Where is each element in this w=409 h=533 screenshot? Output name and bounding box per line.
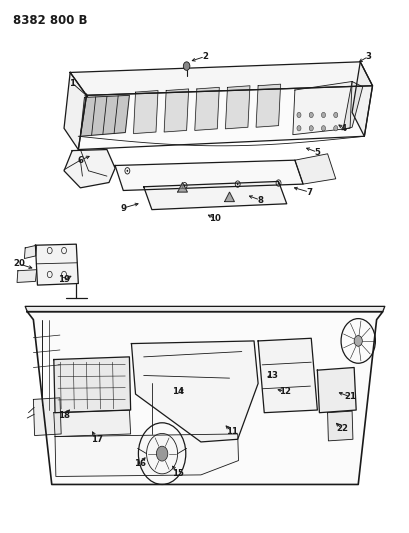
Polygon shape <box>33 398 61 435</box>
Circle shape <box>353 336 362 346</box>
Polygon shape <box>25 306 384 312</box>
Polygon shape <box>177 182 187 192</box>
Text: 4: 4 <box>340 124 346 133</box>
Text: 5: 5 <box>314 148 319 157</box>
Polygon shape <box>258 338 317 413</box>
Text: 1: 1 <box>69 78 75 87</box>
Polygon shape <box>327 411 352 441</box>
Circle shape <box>156 446 167 461</box>
Polygon shape <box>194 87 219 131</box>
Text: 10: 10 <box>209 214 220 223</box>
Text: 8: 8 <box>256 196 263 205</box>
Polygon shape <box>292 82 351 135</box>
Polygon shape <box>256 84 280 127</box>
Text: 8382 800 B: 8382 800 B <box>13 14 87 27</box>
Circle shape <box>236 183 238 185</box>
Text: 6: 6 <box>77 156 83 165</box>
Circle shape <box>321 112 325 118</box>
Polygon shape <box>164 89 188 132</box>
Polygon shape <box>17 270 36 282</box>
Polygon shape <box>115 160 302 190</box>
Polygon shape <box>64 150 115 188</box>
Text: 17: 17 <box>90 435 103 444</box>
Text: 22: 22 <box>335 424 347 433</box>
Text: 14: 14 <box>172 387 184 396</box>
Text: 18: 18 <box>58 411 70 420</box>
Circle shape <box>183 184 185 187</box>
Text: 11: 11 <box>225 427 237 436</box>
Circle shape <box>308 126 312 131</box>
Circle shape <box>296 112 300 118</box>
Polygon shape <box>35 244 78 285</box>
Polygon shape <box>144 181 286 209</box>
Circle shape <box>183 62 189 70</box>
Polygon shape <box>27 312 382 484</box>
Polygon shape <box>55 434 238 477</box>
Circle shape <box>308 112 312 118</box>
Polygon shape <box>131 341 258 442</box>
Text: 7: 7 <box>306 188 312 197</box>
Polygon shape <box>70 62 372 95</box>
Polygon shape <box>54 357 130 413</box>
Polygon shape <box>78 86 372 150</box>
Text: 3: 3 <box>364 52 371 61</box>
Circle shape <box>277 182 279 184</box>
Polygon shape <box>133 91 157 134</box>
Polygon shape <box>64 72 86 150</box>
Text: 21: 21 <box>343 392 355 401</box>
Text: 20: 20 <box>13 260 25 268</box>
Polygon shape <box>351 62 372 136</box>
Polygon shape <box>24 245 36 259</box>
Text: 2: 2 <box>202 52 207 61</box>
Circle shape <box>321 126 325 131</box>
Circle shape <box>333 112 337 118</box>
Polygon shape <box>224 192 234 201</box>
Polygon shape <box>342 82 362 130</box>
Text: 15: 15 <box>172 470 184 478</box>
Text: 12: 12 <box>278 387 290 396</box>
Polygon shape <box>317 368 355 413</box>
Text: 19: 19 <box>58 275 70 284</box>
Text: 16: 16 <box>133 459 145 467</box>
Circle shape <box>126 169 128 172</box>
Text: 9: 9 <box>120 204 126 213</box>
Text: 13: 13 <box>266 371 278 380</box>
Circle shape <box>333 126 337 131</box>
Polygon shape <box>294 154 335 184</box>
Polygon shape <box>225 86 249 129</box>
Polygon shape <box>54 410 130 437</box>
Circle shape <box>296 126 300 131</box>
Polygon shape <box>80 95 129 136</box>
